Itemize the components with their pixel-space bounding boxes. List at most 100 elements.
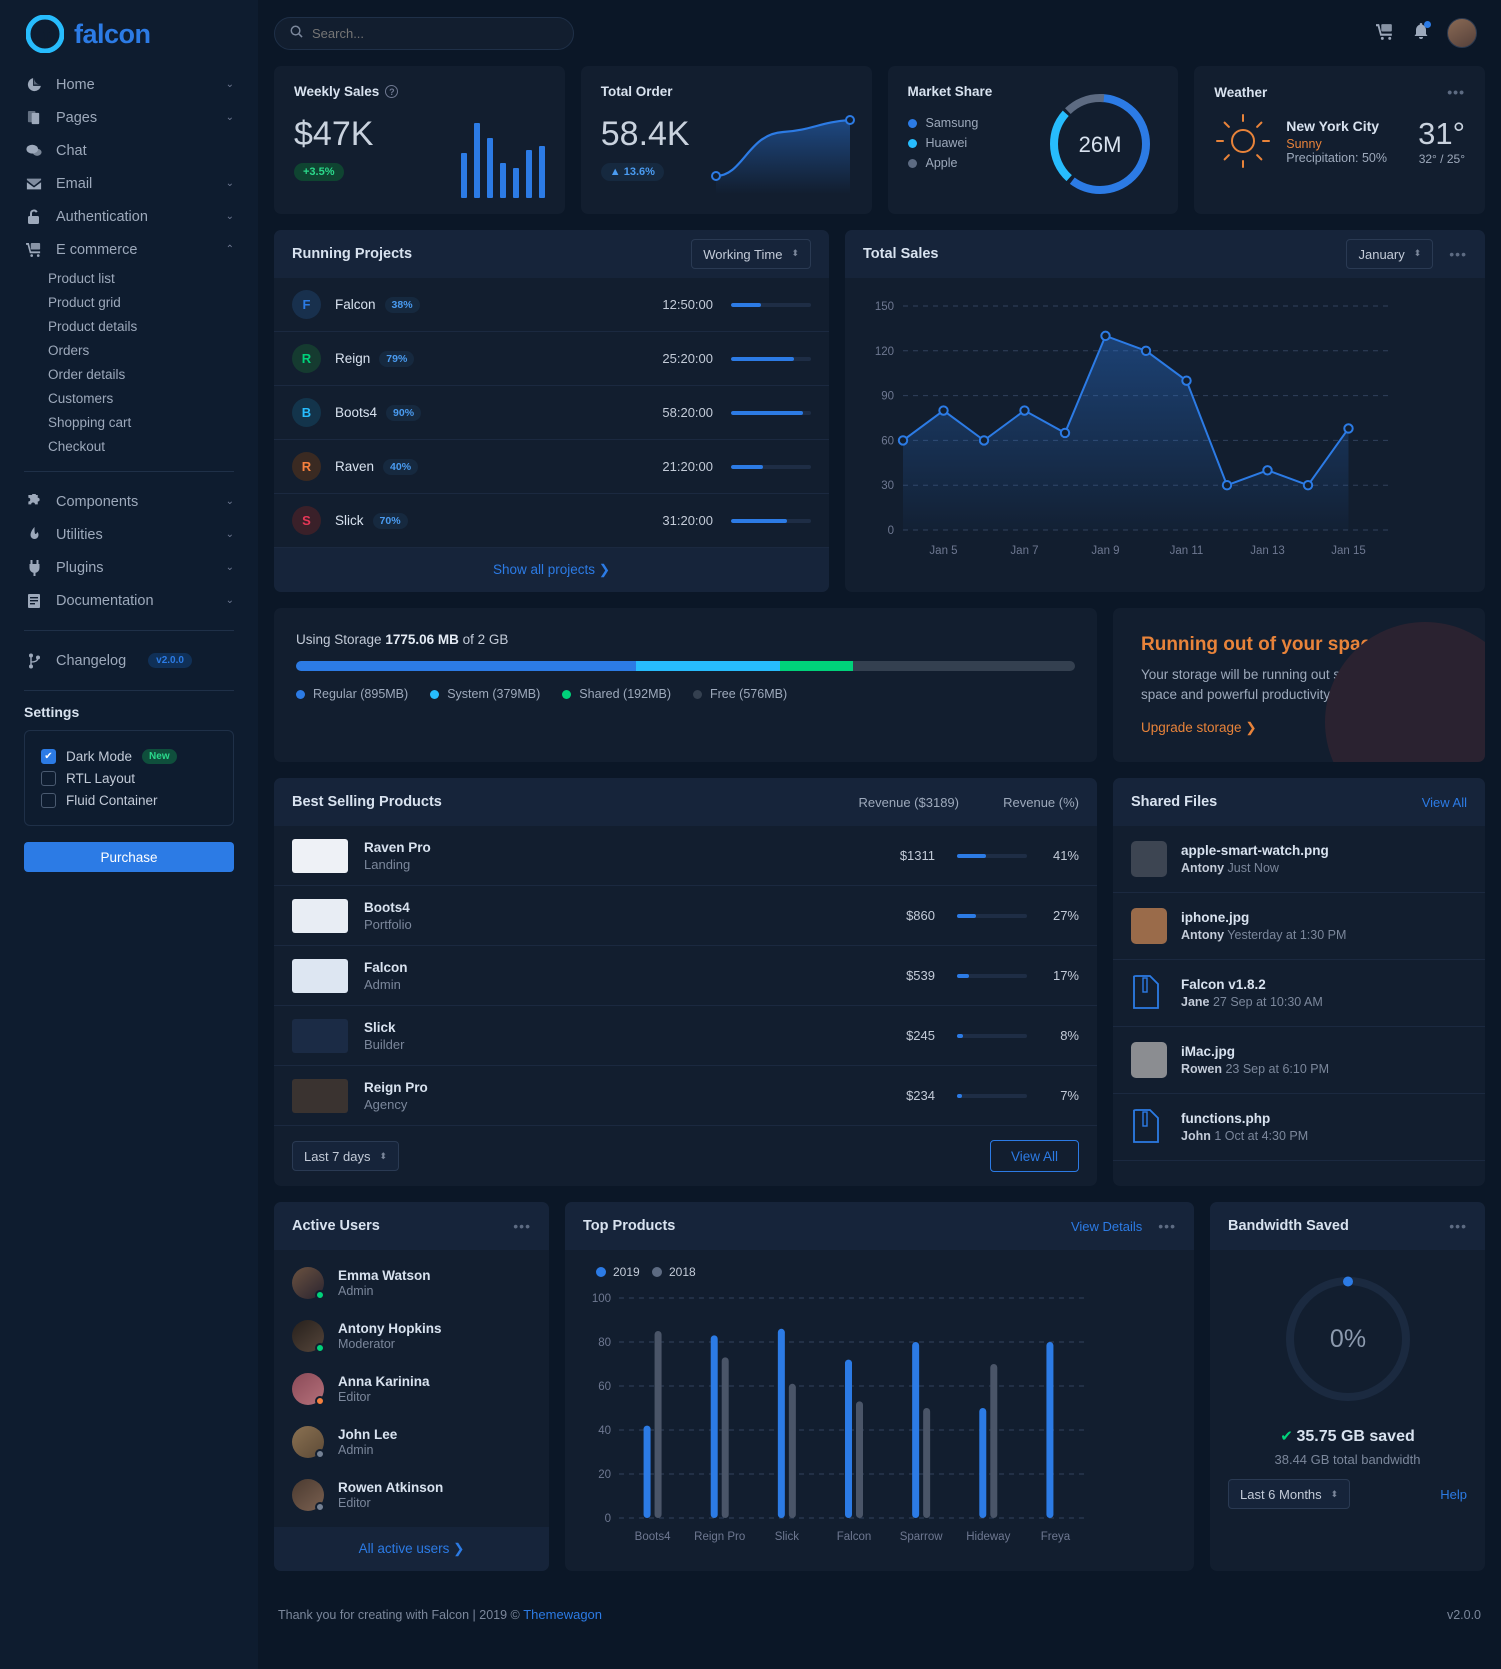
project-progress [731, 302, 811, 307]
chevron-down-icon[interactable]: ⌄ [225, 529, 234, 540]
setting-dark-mode[interactable]: ✔ Dark Mode New [41, 745, 217, 767]
table-row[interactable]: R Reign 79% 25:20:00 [274, 332, 829, 386]
sidebar-item-changelog[interactable]: Changelog v2.0.0 [24, 644, 234, 677]
chevron-down-icon[interactable]: ⌄ [225, 496, 234, 507]
sidebar-subitem-orders[interactable]: Orders [48, 342, 90, 358]
user-name: John Lee [338, 1426, 398, 1442]
checkbox-icon[interactable] [41, 770, 56, 786]
list-item[interactable]: Emma Watson Admin [274, 1256, 549, 1309]
list-item[interactable]: apple-smart-watch.png Antony Just Now [1113, 826, 1485, 894]
cart-icon[interactable] [1376, 23, 1395, 43]
upgrade-storage-link[interactable]: Upgrade storage ❯ [1141, 720, 1257, 736]
sidebar-subitem-customers[interactable]: Customers [48, 390, 114, 406]
question-icon[interactable]: ? [385, 85, 399, 98]
bell-icon[interactable] [1413, 21, 1431, 43]
view-details-link[interactable]: View Details [1070, 1218, 1143, 1234]
card-menu-icon[interactable]: ••• [1449, 1218, 1467, 1235]
branch-icon [24, 653, 44, 669]
list-item[interactable]: Antony Hopkins Moderator [274, 1309, 549, 1362]
divider [24, 690, 234, 691]
sidebar-item-utilities[interactable]: Utilities ⌄ [24, 518, 234, 551]
sidebar-item-label: Chat [56, 142, 87, 159]
setting-rtl-layout[interactable]: RTL Layout [41, 767, 217, 789]
promo-heading: Running out of your space? [1141, 634, 1394, 655]
search-input[interactable] [312, 25, 558, 41]
chevron-down-icon[interactable]: ⌄ [225, 112, 234, 123]
sidebar-subitem-product-list[interactable]: Product list [48, 270, 115, 286]
all-active-users-link[interactable]: All active users ❯ [274, 1527, 549, 1572]
list-item[interactable]: Falcon v1.8.2 Jane 27 Sep at 10:30 AM [1113, 960, 1485, 1028]
themewagon-link[interactable]: Themewagon [523, 1607, 603, 1623]
total-sales-chart: 0 30 60 90 120 150 Jan 5 Jan 7 Jan 9 Jan 11 Jan 13… [875, 301, 1389, 557]
chevron-up-icon[interactable]: ⌃ [225, 244, 234, 255]
bandwidth-card: Bandwidth Saved ••• 0% ✔ 35.75 GB saved … [1210, 1202, 1485, 1572]
card-header: Top Products View Details ••• [565, 1202, 1194, 1251]
help-link[interactable]: Help [1440, 1486, 1467, 1502]
view-all-button[interactable]: View All [989, 1140, 1079, 1173]
sidebar: f falcon Home ⌄ Pages ⌄ [0, 0, 258, 1669]
show-all-projects-link[interactable]: Show all projects ❯ [274, 548, 829, 592]
sidebar-subitem-order-details[interactable]: Order details [48, 366, 126, 382]
checkbox-icon[interactable] [41, 792, 56, 808]
chevron-down-icon[interactable]: ⌄ [225, 562, 234, 573]
setting-label: Fluid Container [66, 792, 158, 808]
view-all-link[interactable]: View All [1421, 794, 1467, 810]
sidebar-item-email[interactable]: Email ⌄ [24, 167, 234, 200]
table-row[interactable]: F Falcon 38% 12:50:00 [274, 278, 829, 332]
table-row[interactable]: Raven Pro Landing $1311 41% [274, 826, 1097, 887]
month-select[interactable]: January ⬍ [1346, 239, 1434, 269]
table-row[interactable]: S Slick 70% 31:20:00 [274, 494, 829, 548]
card-menu-icon[interactable]: ••• [1447, 84, 1465, 100]
sidebar-subitem-checkout[interactable]: Checkout [48, 438, 106, 454]
weekly-sales-value: $47K [294, 115, 374, 153]
bandwidth-footer: Last 6 Months ⬍ Help [1210, 1467, 1485, 1521]
setting-fluid-container[interactable]: Fluid Container [41, 789, 217, 811]
list-item[interactable]: iMac.jpg Rowen 23 Sep at 6:10 PM [1113, 1027, 1485, 1095]
sidebar-item-authentication[interactable]: Authentication ⌄ [24, 200, 234, 233]
checkbox-checked-icon[interactable]: ✔ [41, 748, 56, 764]
sidebar-item-documentation[interactable]: Documentation ⌄ [24, 584, 234, 617]
bandwidth-range-select[interactable]: Last 6 Months ⬍ [1228, 1479, 1351, 1510]
chevron-down-icon[interactable]: ⌄ [225, 595, 234, 606]
sidebar-item-plugins[interactable]: Plugins ⌄ [24, 551, 234, 584]
card-menu-icon[interactable]: ••• [1158, 1218, 1176, 1235]
project-time: 25:20:00 [662, 351, 713, 366]
date-range-select[interactable]: Last 7 days ⬍ [292, 1141, 400, 1172]
list-item[interactable]: functions.php John 1 Oct at 4:30 PM [1113, 1094, 1485, 1162]
table-row[interactable]: Slick Builder $245 8% [274, 1006, 1097, 1067]
working-time-select[interactable]: Working Time ⬍ [691, 239, 811, 269]
table-row[interactable]: B Boots4 90% 58:20:00 [274, 386, 829, 440]
chevron-down-icon[interactable]: ⌄ [225, 79, 234, 90]
sidebar-item-home[interactable]: Home ⌄ [24, 68, 234, 101]
sidebar-subitem-shopping-cart[interactable]: Shopping cart [48, 414, 132, 430]
sidebar-item-components[interactable]: Components ⌄ [24, 485, 234, 518]
table-row[interactable]: R Raven 40% 21:20:00 [274, 440, 829, 494]
top-products-chart: 2019 2018 0 20 40 60 80 100 Boots4 Reign Pro Slick… [592, 1265, 1089, 1543]
table-row[interactable]: Boots4 Portfolio $860 27% [274, 886, 1097, 947]
card-menu-icon[interactable]: ••• [513, 1218, 531, 1235]
status-indicator [315, 1448, 325, 1459]
table-row[interactable]: Reign Pro Agency $234 7% [274, 1066, 1097, 1127]
sidebar-item-chat[interactable]: Chat [24, 134, 234, 167]
list-item[interactable]: Anna Karinina Editor [274, 1362, 549, 1415]
brand-logo-area[interactable]: f falcon [24, 0, 234, 68]
avatar[interactable] [1447, 18, 1477, 48]
table-row[interactable]: Falcon Admin $539 17% [274, 946, 1097, 1007]
sidebar-item-ecommerce[interactable]: E commerce ⌃ [24, 233, 234, 266]
chevron-down-icon[interactable]: ⌄ [225, 211, 234, 222]
list-item[interactable]: iphone.jpg Antony Yesterday at 1:30 PM [1113, 893, 1485, 961]
svg-text:30: 30 [881, 480, 894, 492]
project-time: 21:20:00 [662, 459, 713, 474]
sidebar-subitem-product-grid[interactable]: Product grid [48, 294, 121, 310]
sidebar-subitem-product-details[interactable]: Product details [48, 318, 138, 334]
chevron-down-icon[interactable]: ⌄ [225, 178, 234, 189]
file-thumbnail [1131, 1042, 1167, 1079]
purchase-button[interactable]: Purchase [24, 842, 234, 872]
list-item[interactable]: John Lee Admin [274, 1415, 549, 1468]
search-box[interactable] [274, 16, 574, 50]
list-item[interactable]: Rowen Atkinson Editor [274, 1468, 549, 1521]
svg-text:Jan 5: Jan 5 [929, 545, 957, 557]
best-selling-card: Best Selling Products Revenue ($3189) Re… [274, 778, 1097, 1187]
sidebar-item-pages[interactable]: Pages ⌄ [24, 101, 234, 134]
card-menu-icon[interactable]: ••• [1449, 246, 1467, 262]
